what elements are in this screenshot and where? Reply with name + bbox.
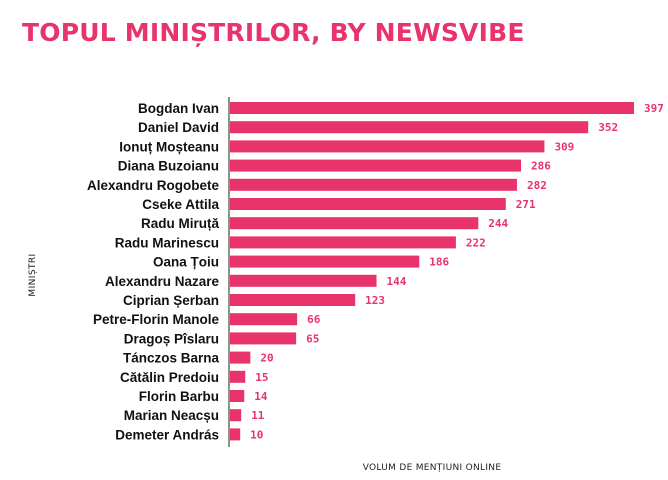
category-label-catalin-predoiu: Cătălin Predoiu [120,370,219,385]
data-label-ionut-mosteanu: 309 [554,140,574,153]
data-label-ciprian-serban: 123 [365,294,385,307]
category-label-ionut-mosteanu: Ionuț Moșteanu [119,139,219,154]
category-label-alexandru-rogobete: Alexandru Rogobete [87,178,220,193]
bar-bogdan-ivan [230,102,634,114]
category-label-diana-buzoianu: Diana Buzoianu [118,159,219,174]
bar-ionut-mosteanu [230,140,545,153]
data-label-alexandru-rogobete: 282 [527,179,547,192]
bar-daniel-david [230,121,589,134]
data-label-alexandru-nazare: 144 [387,275,407,288]
bar-marks: Bogdan Ivan 397 Daniel David 352 Ionuț Moște… [87,101,664,442]
chart-title: TOPUL MINIȘTRILOR, BY NEWSVIBE [22,18,525,47]
bar-tanczos-barna [230,351,251,364]
category-label-cseke-attila: Cseke Attila [142,197,219,212]
data-label-petre-florin-manole: 66 [307,313,321,326]
bar-dragos-pislaru [230,332,297,345]
bar-cseke-attila [230,198,506,210]
bar-marian-neacsu [230,409,242,422]
category-label-petre-florin-manole: Petre-Florin Manole [93,312,220,327]
category-label-ciprian-serban: Ciprian Șerban [123,293,219,308]
data-label-florin-barbu: 14 [254,390,268,403]
y-axis-label: MINIȘTRI [28,253,38,296]
data-label-cseke-attila: 271 [516,198,536,211]
data-label-bogdan-ivan: 397 [644,102,664,115]
category-label-oana-toiu: Oana Țoiu [153,255,219,270]
bar-petre-florin-manole [230,313,298,326]
data-label-oana-toiu: 186 [429,256,449,269]
bar-catalin-predoiu [230,370,246,383]
data-label-demeter-andras: 10 [250,428,263,441]
category-label-bogdan-ivan: Bogdan Ivan [138,101,219,116]
x-axis-label: VOLUM DE MENȚIUNI ONLINE [363,463,502,473]
bar-diana-buzoianu [230,159,522,172]
data-label-radu-miruta: 244 [488,217,508,230]
bar-alexandru-rogobete [230,178,517,191]
data-label-radu-marinescu: 222 [466,236,486,249]
category-label-dragos-pislaru: Dragoș Pîslaru [124,331,219,346]
bar-florin-barbu [230,390,245,402]
bar-radu-marinescu [230,236,456,249]
data-label-diana-buzoianu: 286 [531,160,551,173]
category-label-radu-miruta: Radu Miruță [141,216,219,231]
category-label-daniel-david: Daniel David [138,120,219,135]
data-label-catalin-predoiu: 15 [255,371,268,384]
bar-ciprian-serban [230,294,356,306]
data-label-daniel-david: 352 [598,121,618,134]
category-label-radu-marinescu: Radu Marinescu [115,235,219,250]
data-label-marian-neacsu: 11 [251,409,265,422]
bar-radu-miruta [230,217,479,230]
category-label-alexandru-nazare: Alexandru Nazare [105,274,220,289]
category-label-florin-barbu: Florin Barbu [139,389,219,404]
bar-demeter-andras [230,428,241,441]
data-label-dragos-pislaru: 65 [306,332,319,345]
category-label-tanczos-barna: Tánczos Barna [123,351,220,366]
bar-alexandru-nazare [230,274,377,287]
bar-oana-toiu [230,255,420,268]
category-label-marian-neacsu: Marian Neacșu [124,408,219,423]
category-label-demeter-andras: Demeter András [115,427,219,442]
data-label-tanczos-barna: 20 [260,352,273,365]
